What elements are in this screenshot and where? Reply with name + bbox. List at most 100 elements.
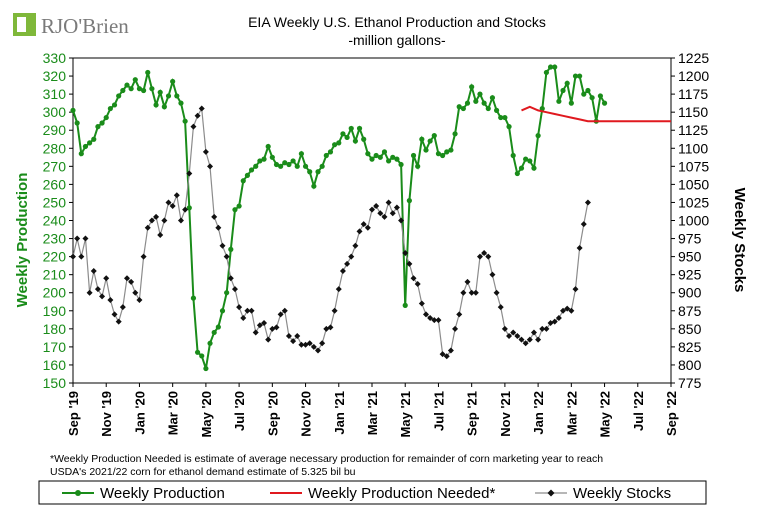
stocks-point: [356, 228, 363, 235]
logo-text: RJO'Brien: [41, 14, 129, 38]
left-tick-label: 260: [43, 176, 67, 192]
production-point: [282, 160, 288, 166]
stocks-point: [153, 213, 160, 220]
stocks-point: [103, 275, 110, 282]
production-point: [194, 349, 201, 355]
stocks-point: [99, 293, 106, 300]
right-tick-label: 875: [678, 303, 702, 319]
production-point: [377, 154, 383, 160]
left-tick-label: 330: [43, 50, 67, 66]
production-point: [269, 154, 275, 160]
production-point: [170, 78, 176, 85]
stocks-point: [177, 217, 184, 224]
production-point: [132, 77, 138, 83]
stocks-point: [435, 317, 442, 324]
x-tick-label: May '22: [598, 391, 613, 437]
left-tick-label: 220: [43, 249, 67, 265]
production-point: [423, 147, 429, 153]
production-point: [489, 95, 496, 101]
production-point: [410, 152, 417, 159]
stocks-point: [94, 286, 101, 293]
stocks-point: [298, 341, 305, 348]
production-point: [348, 125, 354, 132]
right-tick-label: 925: [678, 267, 702, 283]
stocks-point: [198, 105, 205, 112]
left-tick-label: 270: [43, 158, 67, 174]
production-point: [531, 165, 537, 171]
stocks-point: [319, 340, 326, 347]
production-point: [398, 161, 404, 168]
left-axis-title: Weekly Production: [14, 173, 31, 308]
stocks-point: [535, 336, 542, 343]
x-tick-label: Nov '19: [99, 391, 114, 437]
production-point: [311, 183, 317, 189]
production-point: [128, 86, 134, 92]
production-point: [415, 163, 421, 169]
production-point: [203, 365, 209, 372]
production-point: [485, 105, 491, 112]
stocks-point: [439, 351, 446, 358]
production-point: [344, 134, 350, 141]
stocks-point: [352, 242, 359, 249]
left-tick-label: 290: [43, 122, 67, 138]
stocks-point: [422, 311, 429, 318]
production-point: [286, 161, 292, 168]
stocks-point: [273, 324, 280, 331]
production-point: [493, 107, 500, 113]
production-point: [153, 102, 159, 108]
stocks-point: [202, 148, 209, 155]
stocks-point: [219, 242, 226, 249]
stocks-point: [348, 253, 355, 260]
production-point: [257, 158, 263, 164]
production-point: [165, 93, 172, 99]
stocks-point: [190, 123, 197, 130]
production-point: [298, 151, 305, 157]
production-point: [95, 124, 101, 130]
stocks-point: [215, 224, 222, 231]
production-point: [290, 158, 296, 164]
stocks-point: [132, 289, 139, 296]
left-tick-label: 230: [43, 231, 67, 247]
production-point: [473, 98, 479, 104]
x-tick-label: Jul '21: [431, 391, 446, 431]
production-point: [78, 151, 84, 157]
right-tick-label: 800: [678, 357, 702, 373]
stocks-point: [489, 271, 496, 278]
chart-title: EIA Weekly U.S. Ethanol Production and S…: [248, 14, 546, 30]
stocks-point: [165, 199, 172, 206]
stocks-point: [506, 333, 513, 340]
right-tick-label: 775: [678, 375, 702, 391]
production-point: [111, 102, 118, 108]
production-point: [369, 156, 375, 162]
production-point: [352, 138, 358, 144]
stocks-point: [551, 318, 558, 325]
stocks-point: [277, 311, 284, 318]
production-point: [386, 158, 392, 164]
production-point: [361, 136, 367, 142]
stocks-point: [256, 322, 263, 329]
stocks-point: [161, 217, 168, 224]
stocks-point: [240, 315, 247, 321]
production-point: [70, 107, 76, 113]
stocks-point: [173, 192, 180, 199]
stocks-point: [265, 336, 272, 343]
right-tick-label: 1225: [678, 50, 709, 66]
stocks-point: [285, 333, 292, 340]
stocks-point: [111, 311, 118, 318]
stocks-point: [86, 289, 93, 296]
stocks-point: [427, 315, 434, 321]
stocks-point: [402, 250, 409, 256]
left-tick-label: 240: [43, 213, 67, 229]
production-point: [527, 158, 533, 164]
production-point: [136, 86, 143, 92]
stocks-point: [331, 307, 338, 314]
production-point: [190, 295, 197, 301]
left-tick-label: 210: [43, 267, 67, 283]
right-tick-label: 850: [678, 321, 702, 337]
stocks-point: [530, 329, 537, 336]
series-line-1: [521, 105, 671, 123]
production-point: [539, 105, 545, 112]
stocks-point: [393, 204, 400, 211]
right-tick-label: 975: [678, 231, 702, 247]
stocks-point: [414, 281, 421, 288]
